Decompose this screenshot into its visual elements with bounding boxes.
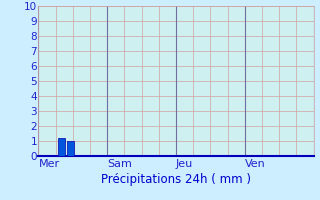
X-axis label: Précipitations 24h ( mm ): Précipitations 24h ( mm ) — [101, 173, 251, 186]
Bar — [67, 141, 74, 156]
Bar — [58, 138, 65, 156]
